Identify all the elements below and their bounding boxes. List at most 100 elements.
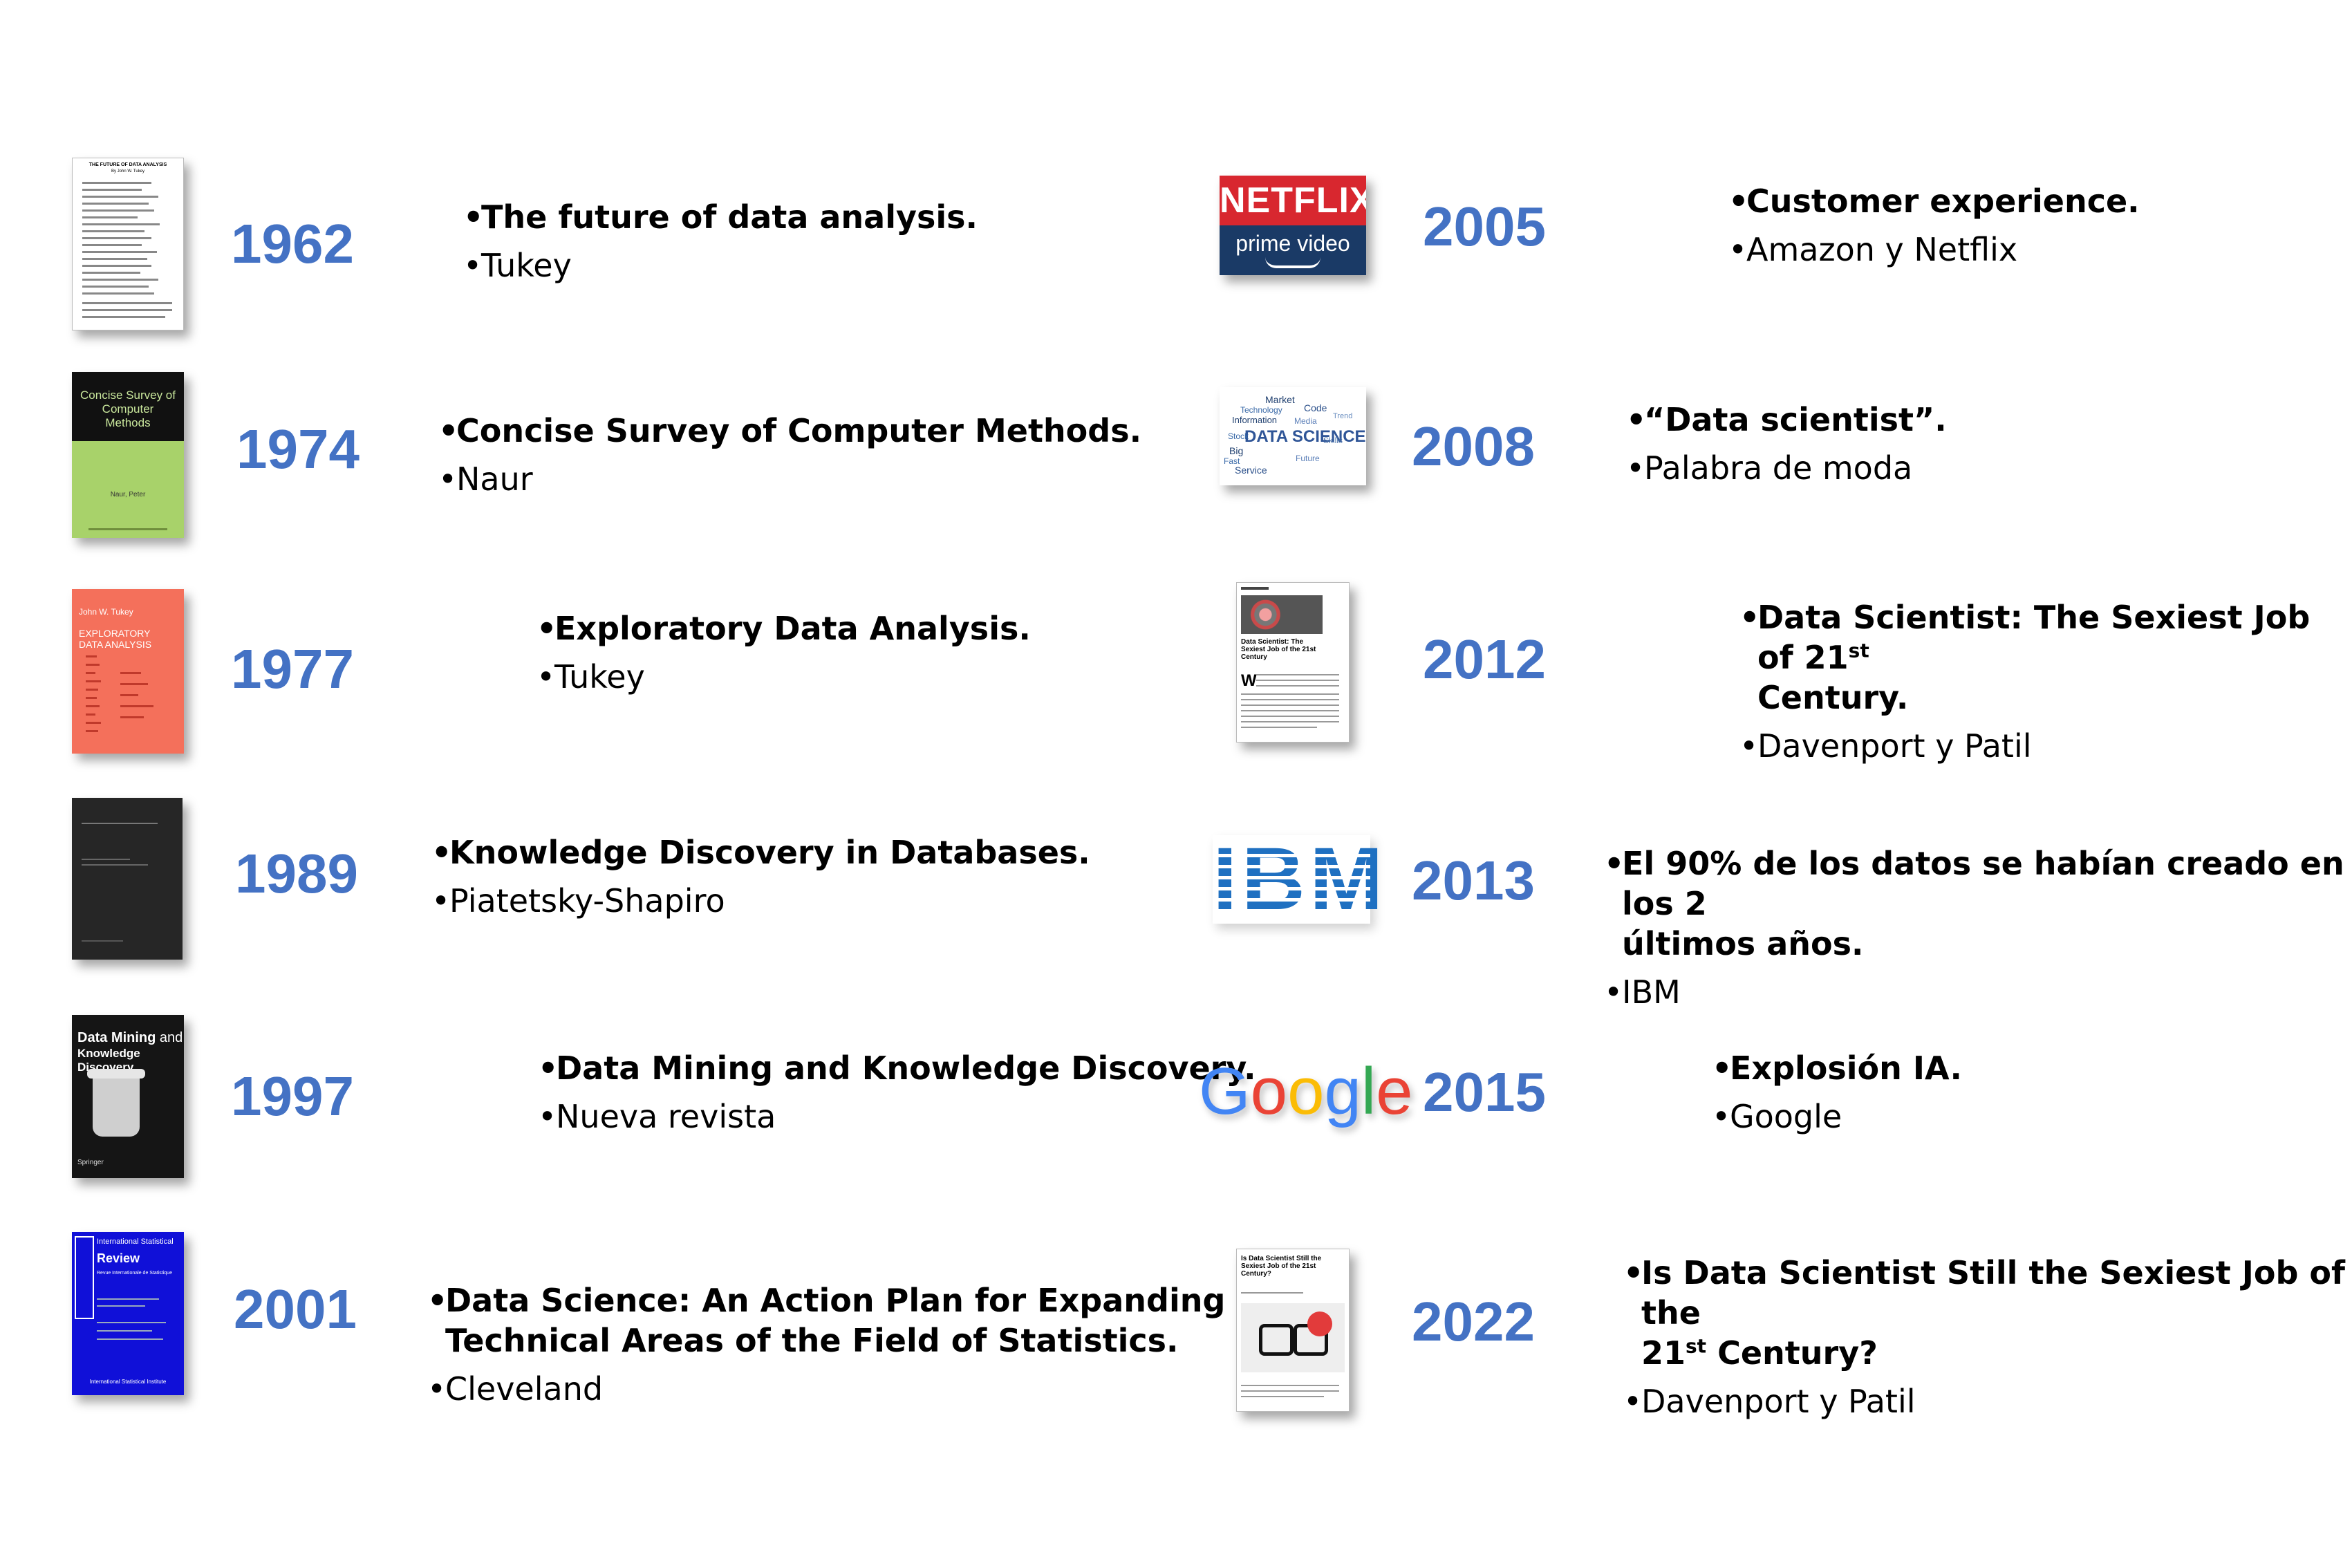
entry-title-line1: El 90% de los datos se habían creado en … — [1622, 845, 2344, 922]
year-2008: 2008 — [1412, 416, 1535, 477]
book-title: EXPLORATORY DATA ANALYSIS — [79, 628, 152, 650]
entry-title: Data Science: An Action Plan for Expandi… — [427, 1280, 1296, 1361]
journal-title-and: and — [159, 1030, 183, 1045]
trash-can-lid — [87, 1069, 145, 1079]
cloud-word: Skills — [1323, 436, 1343, 445]
journal-title-a: Data Mining — [77, 1030, 156, 1045]
entry-title-l2a: 21 — [1641, 1334, 1686, 1372]
piatetsky-1989-book-thumbnail — [72, 798, 183, 960]
google-letter: G — [1199, 1054, 1251, 1128]
entry-author: Cleveland — [427, 1369, 1296, 1409]
cloud-word: Information — [1232, 415, 1278, 425]
cloud-word-main: DATA SCIENCE — [1244, 427, 1366, 446]
cloud-word: Service — [1235, 465, 1267, 476]
entry-1997: Data Mining and Knowledge Discovery. Nue… — [538, 1048, 1256, 1137]
google-letter: o — [1250, 1054, 1288, 1128]
trash-can-image — [93, 1074, 140, 1137]
entry-1977: Exploratory Data Analysis. Tukey — [536, 608, 1031, 697]
entry-2012: Data Scientist: The Sexiest Job of 21st C… — [1739, 597, 2352, 766]
entry-title: Concise Survey of Computer Methods. — [438, 411, 1141, 451]
prime-video-wordmark: prime video — [1235, 231, 1350, 256]
google-letter: o — [1287, 1054, 1325, 1128]
google-letter: g — [1324, 1054, 1361, 1128]
entry-author: Tukey — [536, 657, 1031, 697]
entry-2022: Is Data Scientist Still the Sexiest Job … — [1623, 1253, 2352, 1421]
entry-title: Exploratory Data Analysis. — [536, 608, 1031, 648]
cloud-word: Market — [1265, 394, 1295, 405]
entry-2001: Data Science: An Action Plan for Expandi… — [427, 1280, 1296, 1409]
entry-author: Naur — [438, 459, 1141, 499]
netflix-prime-logo: NETFLIX prime video — [1220, 176, 1366, 275]
entry-1974: Concise Survey of Computer Methods. Naur — [438, 411, 1141, 499]
entry-title-line1: Is Data Scientist Still the Sexiest Job … — [1641, 1254, 2346, 1332]
entry-author: Tukey — [463, 245, 978, 286]
google-letter: l — [1361, 1054, 1376, 1128]
entry-title-l2b: Century? — [1717, 1334, 1878, 1372]
entry-title-sup: st — [1848, 639, 1869, 662]
dmkd-1997-journal-thumbnail: Data Mining and Knowledge Discovery Spri… — [72, 1015, 184, 1178]
entry-title: Explosión IA. — [1712, 1048, 1962, 1088]
book-title: Concise Survey of Computer Methods — [80, 389, 176, 429]
article-headline: Is Data Scientist Still the Sexiest Job … — [1241, 1255, 1322, 1278]
entry-title: Knowledge Discovery in Databases. — [431, 832, 1090, 872]
cloud-word: Fast — [1224, 456, 1240, 466]
year-2022: 2022 — [1412, 1291, 1535, 1352]
year-2001: 2001 — [234, 1278, 357, 1340]
article-dropcap: W — [1241, 671, 1257, 690]
journal-title-line1: International Statistical — [97, 1238, 174, 1246]
year-1974: 1974 — [236, 418, 360, 480]
entry-author: Google — [1712, 1096, 1962, 1137]
entry-title: El 90% de los datos se habían creado en … — [1604, 843, 2352, 964]
entry-title: “Data scientist”. — [1626, 400, 1947, 440]
entry-title: Data Mining and Knowledge Discovery. — [538, 1048, 1256, 1088]
year-2012: 2012 — [1423, 628, 1546, 690]
hbr-2022-article-thumbnail: Is Data Scientist Still the Sexiest Job … — [1236, 1249, 1350, 1412]
cloud-word: Code — [1304, 402, 1327, 413]
entry-author: Piatetsky-Shapiro — [431, 881, 1090, 921]
entry-title: Data Scientist: The Sexiest Job of 21st C… — [1739, 597, 2352, 718]
year-1989: 1989 — [235, 843, 358, 904]
google-logo: Google — [1199, 1054, 1413, 1130]
entry-title: Is Data Scientist Still the Sexiest Job … — [1623, 1253, 2352, 1373]
cloud-word: Stock — [1228, 431, 1249, 441]
book-top-band — [72, 372, 184, 441]
book-author: Naur, Peter — [110, 491, 146, 498]
journal-side-pattern — [75, 1236, 94, 1319]
entry-title: Customer experience. — [1728, 181, 2140, 221]
amazon-smile-icon — [1265, 257, 1320, 268]
year-2015: 2015 — [1423, 1061, 1546, 1123]
journal-title-line2: Review — [97, 1251, 140, 1265]
isr-2001-journal-thumbnail: International Statistical Review Revue I… — [72, 1232, 184, 1395]
entry-title: The future of data analysis. — [463, 197, 978, 237]
naur-1974-book-thumbnail: Concise Survey of Computer Methods Naur,… — [72, 372, 184, 538]
cloud-word: Future — [1296, 454, 1320, 463]
entry-author: IBM — [1604, 972, 2352, 1012]
book-author: John W. Tukey — [79, 607, 133, 617]
hbr-2012-article-thumbnail: Data Scientist: The Sexiest Job of the 2… — [1236, 582, 1350, 743]
tukey-1962-paper-thumbnail: THE FUTURE OF DATA ANALYSIS By John W. T… — [72, 158, 184, 330]
entry-title-main: Data Scientist: The Sexiest Job of 21 — [1757, 599, 2311, 676]
journal-footer: International Statistical Institute — [89, 1379, 167, 1385]
journal-title-line3: Revue Internationale de Statistique — [97, 1271, 172, 1276]
paper-author: By John W. Tukey — [111, 169, 145, 174]
year-1977: 1977 — [231, 638, 354, 700]
entry-1962: The future of data analysis. Tukey — [463, 197, 978, 286]
entry-2015: Explosión IA. Google — [1712, 1048, 1962, 1137]
entry-title-line2: Century. — [1757, 679, 1909, 716]
entry-author: Amazon y Netflix — [1728, 230, 2140, 270]
year-1962: 1962 — [231, 213, 354, 274]
entry-title-line1: Data Science: An Action Plan for Expandi… — [445, 1282, 1296, 1319]
year-2013: 2013 — [1412, 850, 1535, 911]
entry-author: Davenport y Patil — [1739, 726, 2352, 766]
glasses-image — [1241, 1303, 1345, 1372]
netflix-wordmark: NETFLIX — [1220, 180, 1366, 221]
publisher-logo: Springer — [77, 1159, 104, 1166]
entry-title-line2: últimos años. — [1622, 925, 1864, 962]
entry-author: Palabra de moda — [1626, 448, 1947, 488]
year-1997: 1997 — [231, 1065, 354, 1127]
entry-author: Nueva revista — [538, 1096, 1256, 1137]
entry-1989: Knowledge Discovery in Databases. Piatet… — [431, 832, 1090, 921]
cloud-word: Media — [1294, 416, 1317, 426]
entry-title-sup: st — [1686, 1334, 1707, 1358]
data-science-word-cloud: Market Code Technology Information Media… — [1220, 387, 1366, 485]
